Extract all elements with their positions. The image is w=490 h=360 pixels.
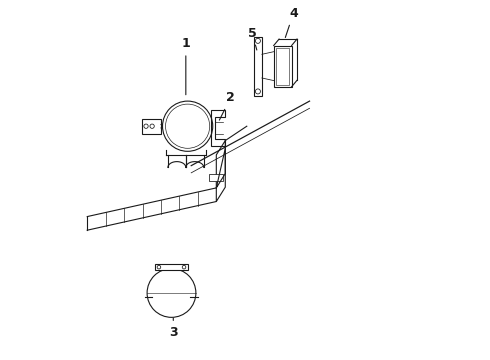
Bar: [209, 174, 223, 181]
Text: 5: 5: [248, 27, 257, 50]
Bar: [274, 45, 292, 87]
Text: 3: 3: [169, 318, 177, 339]
Bar: [276, 48, 290, 85]
Bar: [155, 264, 188, 270]
Text: 4: 4: [285, 7, 298, 37]
Text: 1: 1: [181, 37, 190, 95]
Bar: [142, 119, 161, 134]
Text: 2: 2: [220, 91, 235, 120]
